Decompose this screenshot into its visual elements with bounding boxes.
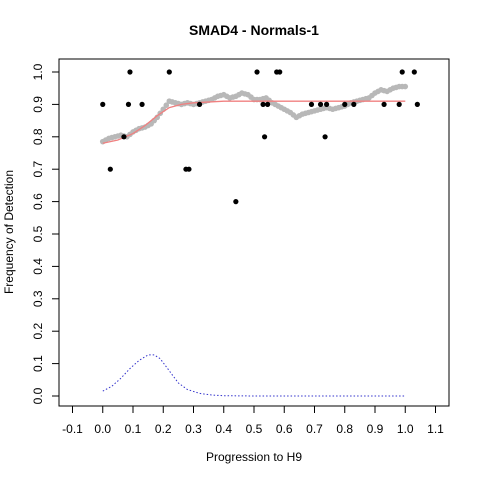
data-point	[254, 69, 260, 75]
y-tick-label: 0.5	[31, 225, 45, 242]
data-point	[261, 134, 268, 140]
data-point	[125, 101, 132, 107]
x-tick-label: 0.5	[246, 422, 263, 436]
data-point	[127, 69, 133, 75]
data-point	[186, 166, 192, 172]
x-tick-label: 0.7	[306, 422, 323, 436]
fit-line	[102, 100, 406, 144]
x-tick-label: -0.1	[62, 422, 83, 436]
x-tick-label: 0.8	[336, 422, 353, 436]
x-tick-label: 0.4	[215, 422, 232, 436]
chart-title: SMAD4 - Normals-1	[189, 22, 319, 38]
data-point	[107, 166, 113, 172]
data-point	[351, 101, 357, 107]
y-tick-label: 1.0	[31, 63, 45, 80]
x-tick-label: 0.0	[94, 422, 111, 436]
data-point	[308, 101, 315, 107]
data-point	[322, 134, 328, 140]
data-point	[317, 101, 324, 107]
data-point	[381, 101, 387, 107]
data-point	[399, 69, 405, 75]
y-axis-label: Frequency of Detection	[2, 170, 16, 294]
y-tick-label: 0.0	[31, 387, 45, 404]
x-tick-label: 0.2	[155, 422, 172, 436]
x-axis-label: Progression to H9	[206, 450, 302, 464]
x-tick-label: 0.3	[185, 422, 202, 436]
data-point	[414, 101, 420, 107]
data-point	[196, 101, 203, 107]
data-point	[121, 134, 127, 140]
y-tick-label: 0.7	[31, 161, 45, 178]
data-point	[100, 101, 106, 107]
y-tick-label: 0.8	[31, 128, 45, 145]
data-point	[396, 101, 402, 107]
x-tick-label: 0.9	[367, 422, 384, 436]
data-point	[265, 101, 271, 107]
data-point	[166, 69, 172, 75]
data-point	[139, 101, 145, 107]
y-tick-label: 0.6	[31, 193, 45, 210]
x-tick-label: 1.1	[427, 422, 444, 436]
density-line	[102, 354, 406, 397]
x-tick-label: 0.1	[125, 422, 142, 436]
data-point	[277, 69, 283, 75]
y-tick-label: 0.4	[31, 258, 45, 275]
y-tick-label: 0.9	[31, 96, 45, 113]
data-point	[342, 101, 348, 107]
smoothed-point	[402, 83, 409, 90]
y-tick-label: 0.1	[31, 355, 45, 372]
data-point	[411, 69, 417, 75]
data-point	[260, 101, 266, 107]
y-tick-label: 0.3	[31, 290, 45, 307]
data-point	[233, 199, 239, 205]
smoothed-point	[163, 102, 170, 109]
x-tick-label: 0.6	[276, 422, 293, 436]
data-point	[324, 101, 330, 107]
smoothed-point	[154, 114, 160, 121]
x-tick-label: 1.0	[397, 422, 414, 436]
y-tick-label: 0.2	[31, 323, 45, 340]
